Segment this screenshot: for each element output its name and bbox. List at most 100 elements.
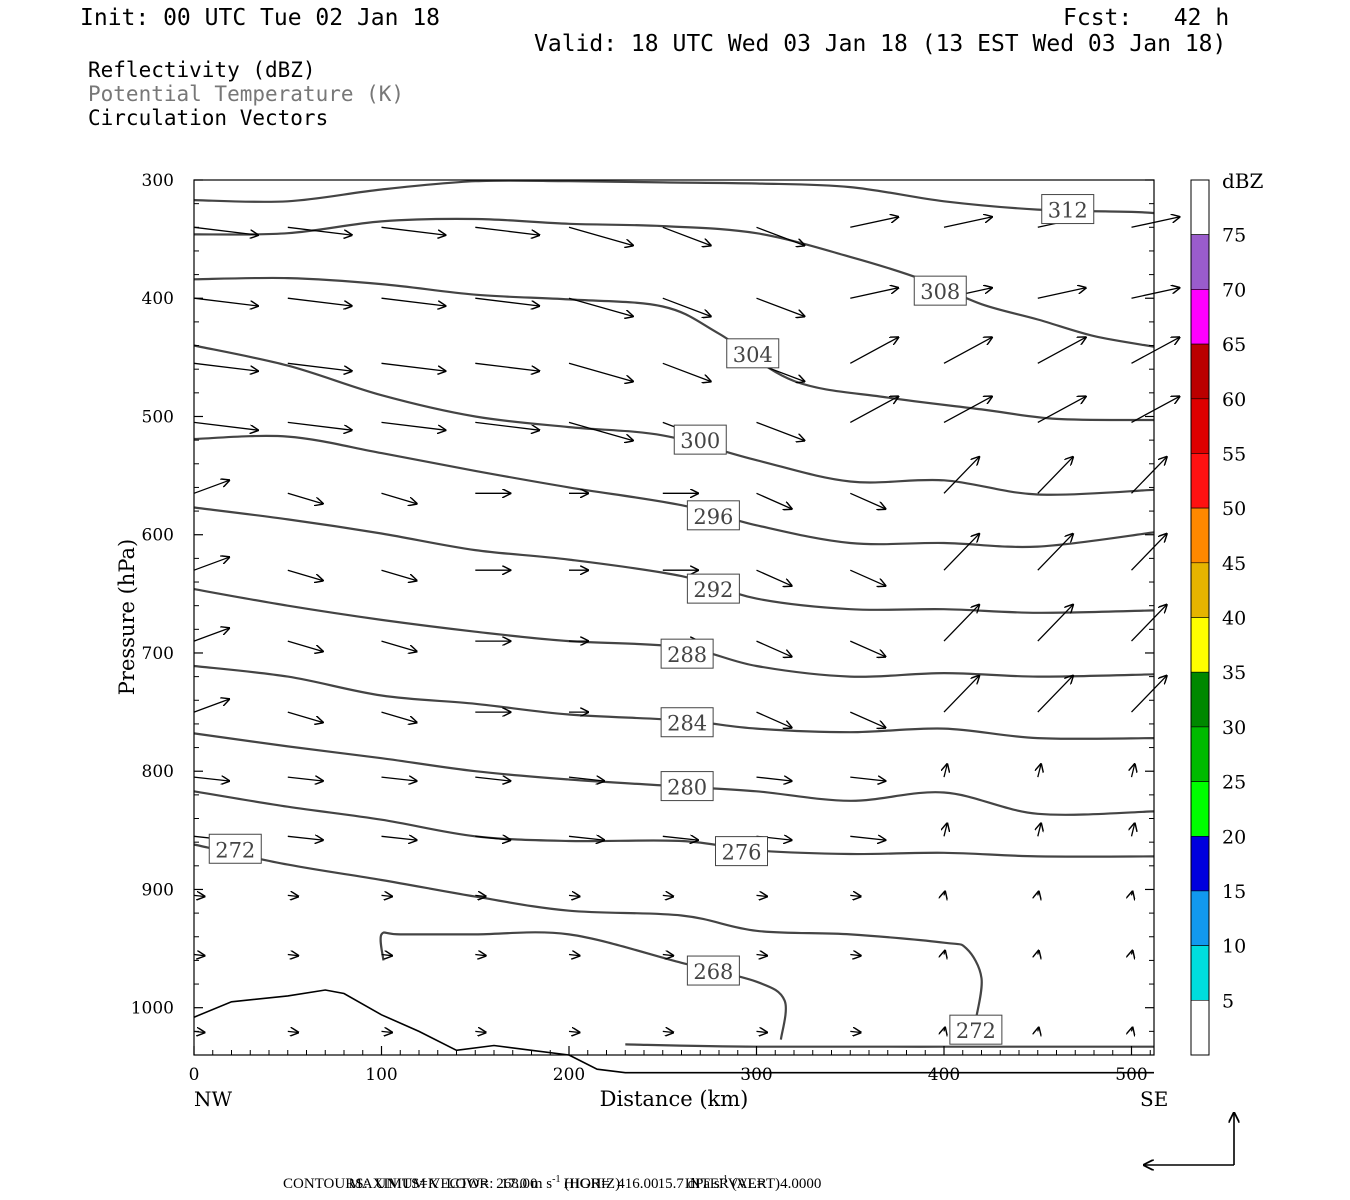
contour-label: 292: [686, 573, 740, 604]
circulation-vector: [1131, 337, 1180, 364]
circulation-vector: [475, 226, 539, 235]
circulation-vector: [850, 955, 861, 956]
circulation-vector: [475, 421, 539, 430]
max-vector-label: MAXIMUM VECTOR:: [348, 1176, 494, 1192]
contour-label: 312: [1041, 194, 1095, 225]
circulation-vector: [662, 1031, 674, 1032]
circulation-vector: [568, 895, 580, 896]
max-vector-vert-unit: (VERT): [731, 1176, 781, 1192]
circulation-vector: [850, 569, 885, 586]
colorbar-segment: [1190, 617, 1210, 673]
colorbar-label: 70: [1222, 279, 1246, 301]
circulation-vector: [193, 895, 205, 896]
colorbar-segment: [1190, 289, 1210, 345]
isentrope-272: [193, 843, 983, 1020]
legend-potential-temperature: Potential Temperature (K): [88, 82, 405, 106]
circulation-vector: [756, 492, 792, 509]
isentrope-300: [193, 344, 1155, 496]
circulation-vector: [1131, 676, 1167, 713]
colorbar-segment: [1190, 562, 1210, 618]
circulation-vector: [568, 836, 604, 840]
colorbar-segment: [1190, 507, 1210, 564]
colorbar-segment: [1190, 234, 1210, 290]
y-tick-label: 900: [142, 880, 174, 900]
init-time: Init: 00 UTC Tue 02 Jan 18: [80, 5, 441, 31]
circulation-vector: [850, 640, 885, 657]
circulation-vector: [944, 1028, 945, 1032]
colorbar-label: 5: [1222, 990, 1234, 1012]
circulation-vector: [943, 217, 992, 228]
circulation-vector: [756, 711, 792, 728]
circulation-vector: [850, 217, 898, 228]
circulation-vector: [568, 362, 633, 381]
circulation-vector: [475, 362, 539, 371]
circulation-vector: [381, 362, 446, 371]
y-tick-label: 600: [142, 526, 174, 546]
isentrope-304: [193, 276, 1155, 422]
colorbar-label: 75: [1222, 225, 1246, 247]
circulation-vector: [193, 362, 258, 371]
contour-label: 272: [949, 1014, 1003, 1045]
contour-label: 288: [660, 638, 714, 669]
circulation-vector: [287, 777, 323, 781]
circulation-vector: [944, 892, 945, 896]
circulation-vector: [850, 836, 885, 840]
circulation-vector: [193, 628, 229, 642]
circulation-vector: [287, 569, 323, 580]
circulation-vector: [193, 777, 229, 781]
circulation-vector: [662, 836, 698, 840]
circulation-vector: [850, 777, 885, 781]
colorbar-segment: [1190, 453, 1210, 509]
circulation-vector: [1131, 457, 1167, 494]
colorbar-label: 50: [1222, 498, 1246, 520]
circulation-vector: [662, 297, 711, 316]
circulation-vector: [381, 569, 417, 580]
contour-label-text: 308: [920, 280, 960, 304]
contour-label-text: 296: [693, 505, 733, 529]
colorbar-label: 20: [1222, 826, 1246, 848]
colorbar-label: 55: [1222, 443, 1246, 465]
circulation-vector: [287, 711, 323, 722]
contour-label-text: 312: [1048, 199, 1088, 223]
contour-label-text: 284: [667, 712, 707, 736]
colorbar-label: 65: [1222, 334, 1246, 356]
colorbar-segment: [1190, 890, 1210, 946]
circulation-vector: [287, 640, 323, 651]
y-tick-label: 500: [142, 407, 174, 427]
circulation-vector: [381, 640, 417, 651]
circulation-vector: [475, 836, 510, 840]
circulation-vector: [756, 895, 768, 896]
contour-label-text: 272: [215, 838, 255, 862]
circulation-vector: [1037, 337, 1086, 364]
contour-label-text: 276: [721, 841, 761, 865]
contour-label-text: 288: [667, 643, 707, 667]
circulation-vector: [1037, 676, 1073, 713]
isentrope-292: [193, 506, 1155, 614]
circulation-vector: [287, 226, 352, 235]
circulation-vector: [943, 396, 992, 423]
circulation-vector: [756, 421, 805, 440]
circulation-vector: [568, 777, 604, 781]
circulation-vector: [756, 569, 792, 586]
circulation-vector: [381, 836, 417, 840]
circulation-vector: [1038, 823, 1041, 837]
circulation-vector: [381, 421, 446, 430]
colorbar-label: 40: [1222, 608, 1246, 630]
circulation-vector: [475, 297, 539, 306]
circulation-vector: [1038, 892, 1039, 896]
max-vector-vert: 15.7 dPa s: [657, 1176, 720, 1192]
circulation-vector: [381, 297, 446, 306]
terrain-line: [568, 1054, 1154, 1074]
circulation-vector: [193, 226, 258, 235]
terrain-line: [193, 989, 570, 1056]
circulation-vector: [287, 836, 323, 840]
circulation-vector: [287, 297, 352, 306]
circulation-vector: [568, 955, 580, 956]
circulation-vector: [756, 955, 768, 956]
circulation-vector: [850, 288, 898, 299]
circulation-vector: [193, 480, 229, 494]
circulation-vector: [1132, 951, 1133, 955]
circulation-vector: [475, 1031, 486, 1032]
circulation-vector: [1037, 288, 1086, 299]
circulation-vector: [1132, 823, 1135, 837]
